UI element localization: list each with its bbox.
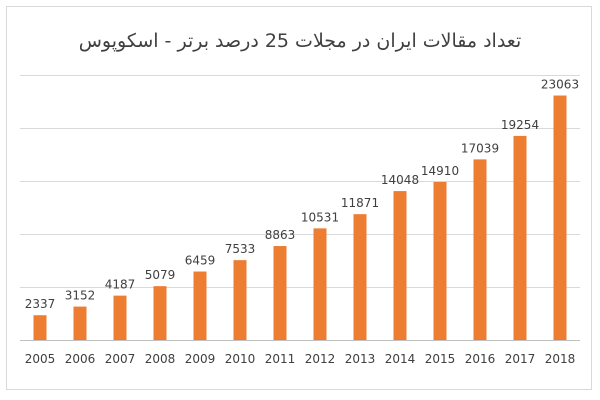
data-label: 11871 <box>341 196 379 210</box>
data-label: 23063 <box>541 78 579 92</box>
x-tick-label: 2005 <box>25 352 56 366</box>
data-label: 5079 <box>145 268 176 282</box>
x-tick-label: 2015 <box>425 352 456 366</box>
bar <box>513 135 527 340</box>
gridlines <box>20 75 580 288</box>
bar <box>33 315 47 340</box>
bar <box>393 191 407 340</box>
bar <box>193 271 207 340</box>
x-tick-label: 2011 <box>265 352 296 366</box>
x-tick-label: 2014 <box>385 352 416 366</box>
data-label: 14910 <box>421 164 459 178</box>
data-label: 19254 <box>501 118 539 132</box>
bar <box>473 159 487 340</box>
data-label: 10531 <box>301 210 339 224</box>
bar <box>553 95 567 341</box>
data-label: 4187 <box>105 278 136 292</box>
chart-frame <box>6 6 592 390</box>
x-tick-label: 2018 <box>545 352 576 366</box>
x-tick-label: 2016 <box>465 352 496 366</box>
bar <box>433 181 447 340</box>
data-label: 3152 <box>65 289 96 303</box>
bar <box>353 214 367 340</box>
data-label: 14048 <box>381 173 419 187</box>
data-label: 6459 <box>185 254 216 268</box>
x-tick-label: 2012 <box>305 352 336 366</box>
bar <box>73 306 87 340</box>
data-label: 7533 <box>225 242 256 256</box>
x-tick-label: 2009 <box>185 352 216 366</box>
bar <box>113 295 127 340</box>
data-labels: 2337315241875079645975338863105311187114… <box>25 78 579 312</box>
x-axis: 2005 2006 2007 2008 2009 2010 2011 2012 2013 2014… <box>20 340 580 366</box>
x-tick-label: 2017 <box>505 352 536 366</box>
data-label: 17039 <box>461 141 499 155</box>
x-tick-label: 2010 <box>225 352 256 366</box>
bar <box>273 246 287 340</box>
x-tick-label: 2013 <box>345 352 376 366</box>
x-tick-label: 2007 <box>105 352 136 366</box>
bar <box>153 286 167 340</box>
x-tick-label: 2006 <box>65 352 96 366</box>
bars <box>33 95 567 341</box>
chart-title: تعداد مقالات ایران در مجلات 25 درصد برتر… <box>78 30 522 52</box>
data-label: 8863 <box>265 228 296 242</box>
data-label: 2337 <box>25 297 56 311</box>
bar <box>233 260 247 340</box>
bar <box>313 228 327 340</box>
x-tick-label: 2008 <box>145 352 176 366</box>
